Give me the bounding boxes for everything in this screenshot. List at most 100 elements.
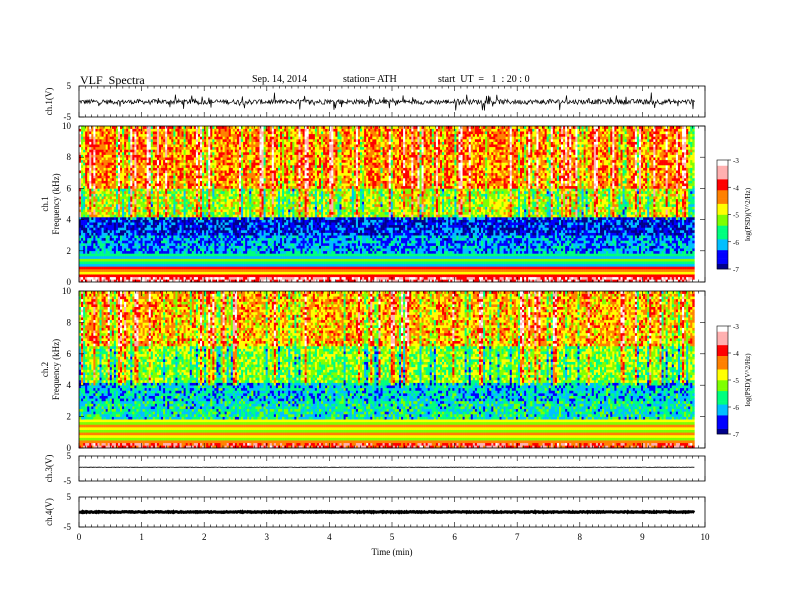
ch1-spectrogram-cell xyxy=(102,155,104,158)
ch1-spectrogram-cell xyxy=(108,227,110,230)
ch1-spectrogram-cell xyxy=(91,181,93,184)
ch1-spectrogram-cell xyxy=(89,139,91,142)
ch1-spectrogram-cell xyxy=(91,248,93,251)
ch1-spectrogram-cell xyxy=(106,233,108,236)
ch1-spectrogram-cell xyxy=(83,147,85,150)
ch1-spectrogram-cell xyxy=(108,147,110,150)
ch1-spectrogram-cell xyxy=(93,274,95,277)
ch1-spectrogram-cell xyxy=(89,160,91,163)
ch1-spectrogram-cell xyxy=(85,149,87,152)
ch1-spectrogram-cell xyxy=(83,142,85,145)
ch1-spectrogram-cell xyxy=(108,274,110,277)
ch1-spectrogram-cell xyxy=(100,243,102,246)
ch1-spectrogram-cell xyxy=(89,266,91,269)
ch1-spectrogram-cell xyxy=(104,214,106,217)
ch1-spectrogram-cell xyxy=(102,240,104,243)
ch1-spectrogram-cell xyxy=(93,162,95,165)
ch1-spectrogram-cell xyxy=(89,238,91,241)
ch1-spectrogram-cell xyxy=(100,214,102,217)
ch1-spectrogram-cell xyxy=(91,160,93,163)
ch1-spectrogram-cell xyxy=(110,144,112,147)
ch1-spectrogram-cell xyxy=(95,222,97,225)
ch1-spectrogram-cell xyxy=(110,238,112,241)
ch1-spectrogram-cell xyxy=(89,165,91,168)
ch1-spectrogram-cell xyxy=(104,269,106,272)
ch1-spectrogram-cell xyxy=(91,269,93,272)
ch1-spectrogram-cell xyxy=(100,136,102,139)
ch1-spectrogram-cell xyxy=(102,136,104,139)
ch1-spectrogram-cell xyxy=(95,217,97,220)
ch1-spectrogram-cell xyxy=(97,256,99,259)
ch1-spectrogram-cell xyxy=(89,214,91,217)
ch1-spectrogram-cell xyxy=(81,233,83,236)
ch1-spectrogram-cell xyxy=(112,274,114,277)
ch1-spectrogram-cell xyxy=(89,136,91,139)
ch1-spectrogram-cell xyxy=(106,196,108,199)
ch1-spectrogram-cell xyxy=(108,261,110,264)
ch1-spectrogram-cell xyxy=(81,183,83,186)
ch1-spectrogram-cell xyxy=(104,264,106,267)
ch1-spectrogram-cell xyxy=(87,227,89,230)
ch1-spectrogram-cell xyxy=(108,243,110,246)
ch1-spectrogram-cell xyxy=(87,277,89,280)
ch1-spectrogram-cell xyxy=(87,157,89,160)
ch1-spectrogram-cell xyxy=(81,134,83,137)
ch1-spectrogram-cell xyxy=(87,264,89,267)
ch1-spectrogram-cell xyxy=(108,253,110,256)
ch1-spectrogram-cell xyxy=(97,129,99,132)
ch1-spectrogram-cell xyxy=(95,196,97,199)
ch1-spectrogram-cell xyxy=(104,157,106,160)
ch1-spectrogram-cell xyxy=(106,240,108,243)
ch1-spectrogram-cell xyxy=(87,274,89,277)
ch1-spectrogram-cell xyxy=(100,217,102,220)
ch1-spectrogram-cell xyxy=(89,235,91,238)
ch1-spectrogram-cell xyxy=(106,227,108,230)
ch1-spectrogram-cell xyxy=(97,196,99,199)
ch1-spectrogram-cell xyxy=(87,134,89,137)
ch1-spectrogram-cell xyxy=(93,173,95,176)
ch1-spectrogram-cell xyxy=(95,157,97,160)
ch1-spectrogram-cell xyxy=(85,251,87,254)
ch1-spectrogram-cell xyxy=(81,214,83,217)
ch1-spectrogram-cell xyxy=(112,269,114,272)
ch1-spectrogram-cell xyxy=(102,160,104,163)
ch1-spectrogram-cell xyxy=(95,199,97,202)
ch1-spectrogram-cell xyxy=(106,261,108,264)
ch1-spectrogram-cell xyxy=(102,253,104,256)
ch1-spectrogram-cell xyxy=(108,266,110,269)
ch1-spectrogram-cell xyxy=(102,157,104,160)
ch1-spectrogram-cell xyxy=(87,181,89,184)
ch1-spectrogram-cell xyxy=(85,139,87,142)
ch1-spectrogram-cell xyxy=(102,220,104,223)
ch1-spectrogram-cell xyxy=(110,188,112,191)
ch1-spectrogram-cell xyxy=(97,201,99,204)
ch1-spectrogram-cell xyxy=(83,131,85,134)
ch1-spectrogram-cell xyxy=(93,131,95,134)
ch1-spectrogram-cell xyxy=(106,175,108,178)
ch1-spectrogram-cell xyxy=(89,222,91,225)
ch1-spectrogram-cell xyxy=(104,142,106,145)
ch1-spectrogram-cell xyxy=(83,152,85,155)
ch1-spectrogram-cell xyxy=(95,170,97,173)
ch1-spectrogram-cell xyxy=(102,256,104,259)
ch1-spectrogram-cell xyxy=(87,149,89,152)
ch1-spectrogram-cell xyxy=(102,277,104,280)
ch1-spectrogram-cell xyxy=(95,246,97,249)
ch1-spectrogram-cell xyxy=(91,196,93,199)
ch1-spectrogram-cell xyxy=(106,217,108,220)
ch1-spectrogram-cell xyxy=(110,181,112,184)
ch1-spectrogram-cell xyxy=(87,196,89,199)
ch1-spectrogram-cell xyxy=(108,160,110,163)
ch1-spectrogram-cell xyxy=(93,134,95,137)
ch1-spectrogram-cell xyxy=(95,277,97,280)
ch1-spectrogram-cell xyxy=(91,134,93,137)
ch1-spectrogram-cell xyxy=(97,222,99,225)
ch1-spectrogram-cell xyxy=(102,214,104,217)
ch1-spectrogram-cell xyxy=(89,188,91,191)
ch1-spectrogram-cell xyxy=(91,261,93,264)
ch1-spectrogram-cell xyxy=(104,160,106,163)
ch1-spectrogram-cell xyxy=(102,269,104,272)
ch1-spectrogram-cell xyxy=(102,170,104,173)
ch1-spectrogram-cell xyxy=(97,175,99,178)
ch1-spectrogram-cell xyxy=(108,157,110,160)
